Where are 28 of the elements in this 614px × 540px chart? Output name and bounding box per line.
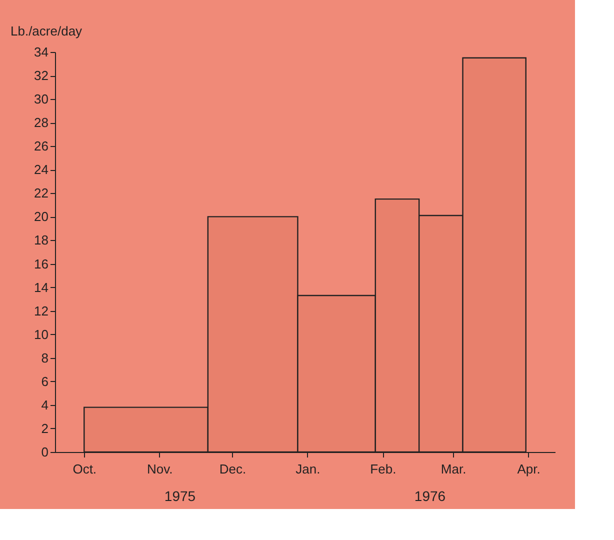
y-tick-label: 0 <box>41 444 48 460</box>
text: 1976 <box>414 488 446 504</box>
text: 1975 <box>164 488 196 504</box>
y-tick-label: 2 <box>41 420 48 436</box>
y-tick-label: 6 <box>41 374 48 389</box>
y-tick-label: 12 <box>34 303 48 318</box>
x-tick-label: Oct. <box>72 462 97 476</box>
y-tick-label: 34 <box>34 44 48 60</box>
y-tick-label: 14 <box>34 280 48 295</box>
x-tick-label: Jan. <box>296 462 320 476</box>
y-tick-label: 4 <box>41 397 48 412</box>
y-tick-label: 18 <box>34 232 48 248</box>
y-tick-label: 22 <box>34 186 48 201</box>
x-tick-label: Apr. <box>517 462 540 476</box>
y-tick-label: 10 <box>34 326 48 342</box>
y-tick-label: 30 <box>34 92 48 107</box>
y-tick-label: 8 <box>41 350 48 366</box>
y-tick-label: 24 <box>34 162 48 178</box>
y-tick-label: 28 <box>34 115 48 130</box>
y-axis-title: Lb./acre/day <box>10 24 83 38</box>
y-tick-label: 26 <box>34 138 48 154</box>
y-tick-label: 20 <box>34 209 48 224</box>
y-tick-label: 32 <box>34 68 48 84</box>
x-tick-label: Dec. <box>219 462 246 476</box>
y-tick-label: 16 <box>34 256 48 272</box>
x-tick-label: Mar. <box>440 462 466 476</box>
x-tick-label: Feb. <box>370 462 396 476</box>
x-tick-label: Nov. <box>146 462 173 476</box>
